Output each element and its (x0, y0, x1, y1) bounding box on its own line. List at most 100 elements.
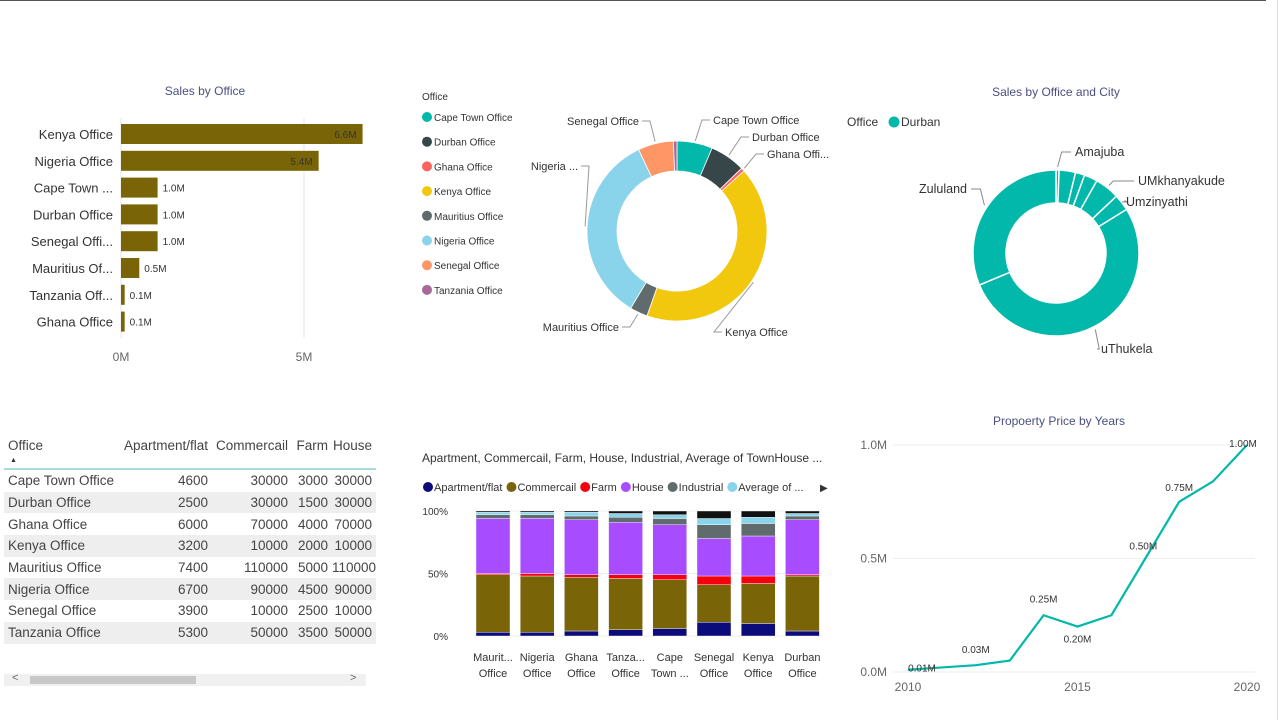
stacked-segment[interactable] (785, 519, 820, 575)
legend-item[interactable]: Kenya Office (422, 186, 492, 198)
legend-item[interactable]: Durban Office (422, 136, 496, 149)
stacked-segment[interactable] (520, 510, 555, 513)
legend-item[interactable]: Average of ... (727, 482, 804, 494)
stacked-segment[interactable] (520, 632, 555, 637)
stacked-segment[interactable] (741, 535, 776, 577)
legend-item[interactable]: Mauritius Office (422, 210, 504, 223)
table-horizontal-scrollbar[interactable]: < > (4, 672, 366, 686)
stacked-segment[interactable] (475, 514, 511, 519)
stacked-segment[interactable] (608, 574, 643, 579)
column-header[interactable]: Farm (296, 438, 329, 453)
stacked-segment[interactable] (696, 518, 732, 525)
table-cell: 3200 (116, 535, 212, 557)
sort-ascending-icon[interactable]: ▲ (10, 457, 17, 464)
legend-item[interactable]: Cape Town Office (422, 112, 513, 124)
stacked-segment[interactable] (475, 632, 511, 637)
stacked-segment[interactable] (696, 510, 732, 519)
slice-label: Mauritius Office (543, 322, 619, 334)
legend-item[interactable]: Ghana Office (422, 161, 493, 173)
stacked-segment[interactable] (608, 510, 643, 514)
scroll-right-button[interactable]: > (350, 672, 357, 684)
stacked-segment[interactable] (475, 510, 511, 513)
stacked-segment[interactable] (785, 515, 820, 520)
stacked-segment[interactable] (475, 512, 511, 515)
bar[interactable] (121, 177, 158, 198)
stacked-segment[interactable] (652, 579, 687, 629)
legend-item[interactable]: Farm (580, 482, 617, 494)
stacked-segment[interactable] (785, 630, 820, 637)
stacked-segment[interactable] (696, 575, 732, 585)
bar[interactable] (121, 124, 363, 144)
stacked-segment[interactable] (785, 510, 820, 514)
stacked-segment[interactable] (608, 513, 643, 518)
bar[interactable] (121, 284, 125, 305)
donut-slice[interactable] (978, 208, 1140, 337)
stacked-segment[interactable] (652, 628, 687, 637)
stacked-segment[interactable] (475, 574, 511, 633)
bar[interactable] (121, 204, 158, 225)
callout-line (581, 165, 590, 227)
stacked-segment[interactable] (520, 518, 555, 574)
stacked-segment[interactable] (520, 573, 555, 577)
y-tick-label: 1.0M (860, 438, 887, 452)
stacked-segment[interactable] (608, 522, 643, 575)
donut-slice[interactable] (972, 169, 1057, 286)
stacked-segment[interactable] (652, 574, 687, 580)
stacked-segment[interactable] (696, 524, 732, 539)
stacked-segment[interactable] (564, 512, 599, 517)
column-header[interactable]: Office (8, 438, 44, 453)
legend-item[interactable]: House (620, 482, 664, 494)
stacked-segment[interactable] (652, 518, 687, 525)
stacked-segment[interactable] (564, 630, 599, 637)
legend-item[interactable]: Tanzania Office (422, 284, 503, 297)
stacked-segment[interactable] (608, 578, 643, 630)
stacked-segment[interactable] (475, 518, 511, 574)
stacked-segment[interactable] (741, 623, 776, 637)
stacked-segment[interactable] (741, 510, 776, 518)
stacked-segment[interactable] (564, 577, 599, 632)
stacked-segment[interactable] (520, 575, 555, 633)
y-tick-label: 50% (428, 570, 448, 581)
price-line[interactable] (907, 444, 1248, 671)
column-header[interactable]: Apartment/flat (123, 438, 208, 453)
stacked-segment[interactable] (785, 513, 820, 517)
stacked-segment[interactable] (608, 629, 643, 637)
stacked-segment[interactable] (652, 514, 687, 519)
legend-item[interactable]: Apartment/flat (423, 482, 502, 494)
stacked-segment[interactable] (652, 524, 687, 575)
stacked-segment[interactable] (564, 515, 599, 520)
stacked-segment[interactable] (696, 584, 732, 623)
stacked-segment[interactable] (741, 517, 776, 524)
bar[interactable] (121, 231, 158, 252)
stacked-segment[interactable] (696, 622, 732, 637)
stacked-segment[interactable] (741, 523, 776, 537)
bar[interactable] (121, 311, 125, 332)
legend-item[interactable]: Industrial (667, 482, 724, 494)
data-label: 5.4M (290, 157, 312, 168)
legend-item[interactable]: Nigeria Office (422, 235, 495, 248)
stacked-segment[interactable] (564, 574, 599, 578)
donut-slice[interactable] (646, 170, 768, 322)
stacked-segment[interactable] (520, 512, 555, 515)
bar[interactable] (121, 150, 319, 171)
legend-item[interactable]: Senegal Office (422, 260, 500, 272)
stacked-segment[interactable] (741, 575, 776, 584)
stacked-segment[interactable] (652, 510, 687, 515)
x-category-label: Nigeria (520, 652, 556, 664)
stacked-segment[interactable] (608, 517, 643, 523)
donut-slice[interactable] (672, 140, 678, 172)
scrollbar-thumb[interactable] (30, 676, 196, 684)
legend-next-icon[interactable]: ▶ (820, 483, 828, 494)
scroll-left-button[interactable]: < (12, 672, 19, 684)
stacked-segment[interactable] (520, 514, 555, 519)
stacked-segment[interactable] (696, 538, 732, 577)
column-header[interactable]: House (332, 438, 372, 453)
stacked-segment[interactable] (564, 510, 599, 513)
stacked-segment[interactable] (785, 575, 820, 632)
donut-slice[interactable] (586, 149, 652, 309)
bar[interactable] (121, 258, 140, 278)
legend-item[interactable]: Commercail (506, 482, 576, 494)
stacked-segment[interactable] (564, 519, 599, 575)
stacked-segment[interactable] (741, 583, 776, 624)
column-header[interactable]: Commercail (215, 438, 288, 453)
